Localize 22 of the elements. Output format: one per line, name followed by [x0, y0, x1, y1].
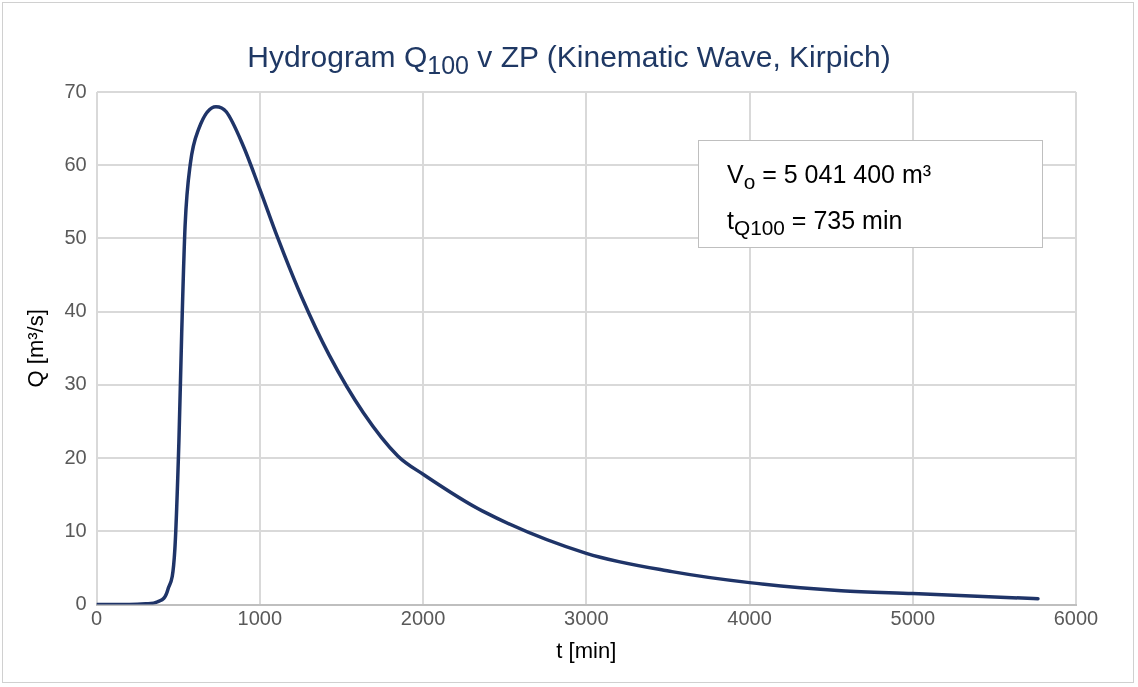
y-tick-label: 60 [64, 152, 87, 175]
y-tick-label: 50 [64, 225, 87, 248]
note-box: V$_{o}$ = 5 041 400 m³ t$_{Q100}$ = 735 min [698, 140, 1043, 248]
x-axis-title: t [min] [556, 637, 617, 663]
x-tick-label: 4000 [727, 607, 772, 630]
y-axis-title: Q [m³/s] [23, 309, 49, 388]
x-tick-label: 3000 [564, 607, 609, 630]
y-tick-label: 40 [64, 299, 87, 322]
x-tick-label: 2000 [400, 607, 446, 630]
annotation: V$_{o}$ = 5 041 400 m³ [727, 159, 933, 195]
y-tick-label: 30 [64, 372, 87, 395]
chart-title: Hydrogram Q$_{100}$ v ZP (Kinematic Wave, Kirpich) [246, 40, 892, 80]
y-tick-label: 10 [64, 518, 87, 541]
y-tick-label: 70 [64, 79, 87, 102]
line-series [96, 104, 1040, 605]
x-tick-label: 0 [91, 607, 103, 630]
x-tick-label: 5000 [890, 607, 936, 630]
annotation: t$_{Q100}$ = 735 min [727, 205, 904, 241]
x-tick-label: 6000 [1053, 607, 1099, 630]
y-tick-label: 0 [75, 592, 87, 615]
x-tick-label: 1000 [237, 607, 283, 630]
y-tick-label: 20 [64, 445, 87, 468]
